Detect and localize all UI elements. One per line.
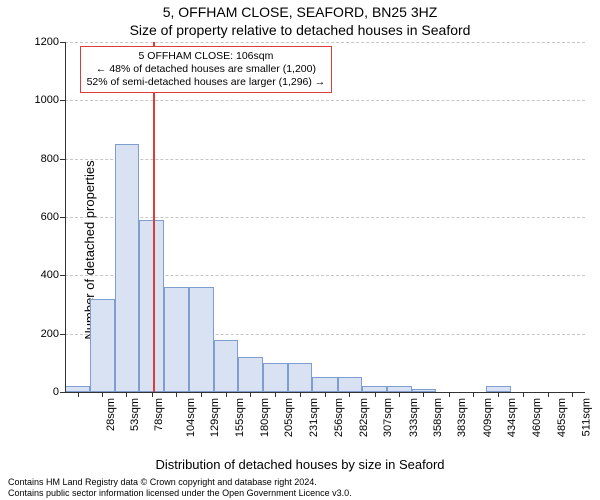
histogram-bar [115,144,139,392]
y-tick-label: 800 [41,153,65,165]
y-tick-label: 400 [41,269,65,281]
grid-line [65,100,585,102]
x-tick-label: 511sqm [580,398,592,436]
info-box-line: 5 OFFHAM CLOSE: 106sqm [87,50,326,63]
x-tick-label: 358sqm [432,398,444,437]
y-tick-label: 1000 [35,94,65,106]
x-axis-label: Distribution of detached houses by size … [0,457,600,472]
chart-title-sub: Size of property relative to detached ho… [0,22,600,38]
histogram-bar [189,287,214,392]
x-tick-label: 104sqm [185,398,197,437]
x-tick-label: 282sqm [358,398,370,437]
x-tick-label: 155sqm [234,398,246,437]
attribution-footer: Contains HM Land Registry data © Crown c… [8,477,592,498]
y-axis-spine [65,42,66,392]
chart-title-main: 5, OFFHAM CLOSE, SEAFORD, BN25 3HZ [0,4,600,20]
footer-line-2: Contains public sector information licen… [8,488,592,498]
x-tick-label: 129sqm [209,398,221,437]
x-tick-label: 434sqm [506,398,518,437]
info-box-line: 52% of semi-detached houses are larger (… [87,76,326,89]
y-tick-label: 200 [41,328,65,340]
x-tick-label: 78sqm [153,398,165,431]
x-tick-label: 383sqm [456,398,468,437]
x-tick-label: 485sqm [556,398,568,437]
histogram-bar [263,363,288,392]
x-tick-label: 28sqm [105,398,117,431]
histogram-bar [214,340,238,393]
footer-line-1: Contains HM Land Registry data © Crown c… [8,477,592,487]
grid-line [65,159,585,161]
histogram-bar [164,287,188,392]
x-axis-spine [65,392,585,393]
histogram-bar [338,377,362,392]
y-tick-label: 600 [41,211,65,223]
x-tick-label: 256sqm [333,398,345,437]
x-tick-label: 333sqm [408,398,420,437]
x-tick-label: 53sqm [129,398,141,431]
x-tick-label: 205sqm [283,398,295,437]
info-box-line: ← 48% of detached houses are smaller (1,… [87,63,326,76]
histogram-bar [288,363,312,392]
x-tick-label: 409sqm [482,398,494,437]
x-tick-label: 460sqm [531,398,543,437]
grid-line [65,42,585,44]
histogram-bar [238,357,262,392]
y-tick-label: 0 [53,386,65,398]
histogram-bar [312,377,337,392]
x-tick-label: 180sqm [259,398,271,437]
x-tick-label: 231sqm [308,398,320,437]
grid-line [65,217,585,219]
info-box: 5 OFFHAM CLOSE: 106sqm← 48% of detached … [80,46,333,93]
x-tick-label: 307sqm [382,398,394,437]
property-marker-line [153,42,155,392]
histogram-bar [90,299,114,392]
y-tick-label: 1200 [35,36,65,48]
plot-area: 02004006008001000120028sqm53sqm78sqm104s… [65,42,585,392]
